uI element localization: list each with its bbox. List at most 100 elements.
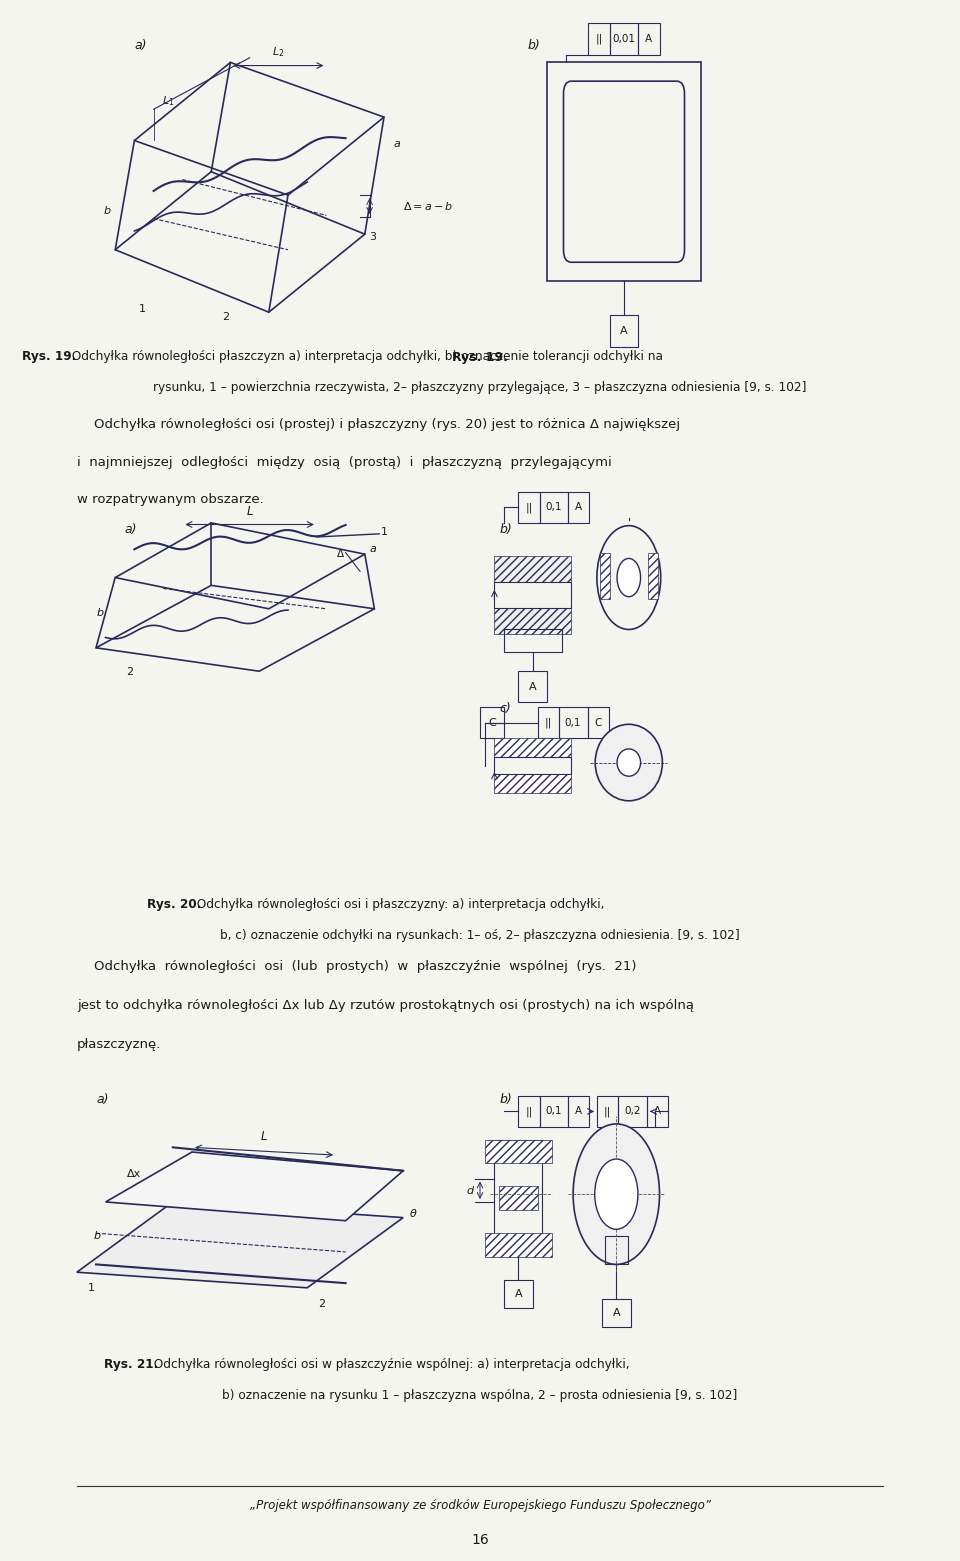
Text: 0,1: 0,1: [545, 1107, 563, 1116]
Text: $Δ = a - b$: $Δ = a - b$: [403, 200, 453, 212]
Bar: [647, 1096, 668, 1127]
Bar: [504, 1280, 533, 1308]
Bar: [638, 23, 660, 55]
Bar: [494, 757, 571, 774]
Polygon shape: [106, 1152, 403, 1221]
Text: b) oznaczenie na rysunku 1 – płaszczyzna wspólna, 2 – prosta odniesienia [9, s. : b) oznaczenie na rysunku 1 – płaszczyzna…: [223, 1389, 737, 1402]
Text: L: L: [247, 506, 252, 518]
Text: Δ: Δ: [337, 549, 344, 559]
Bar: [547, 62, 701, 281]
Text: ||: ||: [595, 34, 603, 44]
Text: Odchyłka równoległości osi (prostej) i płaszczyzny (rys. 20) jest to różnica Δ n: Odchyłka równoległości osi (prostej) i p…: [77, 418, 680, 431]
Text: 2: 2: [318, 1299, 325, 1308]
Text: 3: 3: [370, 233, 376, 242]
Bar: [597, 1096, 618, 1127]
Text: „Projekt współfinansowany ze środków Europejskiego Funduszu Społecznego”: „Projekt współfinansowany ze środków Eur…: [250, 1499, 710, 1511]
Bar: [494, 1140, 542, 1249]
Text: Odchyłka równoległości osi i płaszczyzny: a) interpretacja odchyłki,: Odchyłka równoległości osi i płaszczyzny…: [193, 898, 605, 910]
Ellipse shape: [595, 724, 662, 801]
Bar: [600, 553, 610, 599]
Text: w rozpatrywanym obszarze.: w rozpatrywanym obszarze.: [77, 493, 264, 506]
Text: Odchyłka równoległości płaszczyzn a) interpretacja odchyłki, b) oznaczenie toler: Odchyłka równoległości płaszczyzn a) int…: [68, 350, 663, 362]
Bar: [648, 553, 658, 599]
Bar: [618, 1096, 647, 1127]
Circle shape: [573, 1124, 660, 1264]
Text: a): a): [125, 523, 137, 535]
Text: Odchyłka równoległości osi w płaszczyźnie wspólnej: a) interpretacja odchyłki,: Odchyłka równoległości osi w płaszczyźni…: [151, 1358, 630, 1371]
Bar: [494, 738, 571, 757]
Text: b): b): [499, 523, 512, 535]
Bar: [499, 1186, 538, 1210]
Bar: [504, 629, 562, 652]
Text: A: A: [645, 34, 653, 44]
Bar: [480, 707, 504, 738]
Text: a: a: [394, 139, 400, 148]
Bar: [540, 492, 568, 523]
Text: 16: 16: [471, 1533, 489, 1547]
Bar: [485, 1233, 552, 1257]
Bar: [518, 492, 540, 523]
Bar: [494, 582, 571, 607]
Text: A: A: [515, 1289, 522, 1299]
Text: C: C: [488, 718, 496, 727]
Bar: [518, 1096, 540, 1127]
Text: rysunku, 1 – powierzchnia rzeczywista, 2– płaszczyzny przylegające, 3 – płaszczy: rysunku, 1 – powierzchnia rzeczywista, 2…: [154, 381, 806, 393]
Text: ||: ||: [525, 1107, 533, 1116]
Bar: [602, 1299, 631, 1327]
Bar: [568, 1096, 589, 1127]
Text: A: A: [575, 1107, 583, 1116]
Text: A: A: [620, 326, 628, 336]
Text: i  najmniejszej  odległości  między  osią  (prostą)  i  płaszczyzną  przylegając: i najmniejszej odległości między osią (p…: [77, 456, 612, 468]
Text: b): b): [528, 39, 540, 52]
Text: C: C: [594, 718, 602, 727]
Bar: [485, 1140, 552, 1163]
Text: ||: ||: [525, 503, 533, 512]
Bar: [559, 707, 588, 738]
Bar: [588, 23, 610, 55]
Bar: [540, 1096, 568, 1127]
Bar: [588, 707, 609, 738]
Text: $L_1$: $L_1$: [162, 95, 174, 108]
Text: b, c) oznaczenie odchyłki na rysunkach: 1– oś, 2– płaszczyzna odniesienia. [9, s: b, c) oznaczenie odchyłki na rysunkach: …: [220, 929, 740, 941]
Text: A: A: [654, 1107, 661, 1116]
Text: 0,2: 0,2: [624, 1107, 641, 1116]
Text: Rys. 19.: Rys. 19.: [22, 350, 77, 362]
Bar: [518, 671, 547, 702]
Text: Rys. 19.: Rys. 19.: [452, 351, 508, 364]
Text: b: b: [94, 1232, 101, 1241]
Text: płaszczyznę.: płaszczyznę.: [77, 1038, 161, 1051]
Text: ||: ||: [544, 718, 552, 727]
Text: Rys. 20.: Rys. 20.: [148, 898, 202, 910]
Text: A: A: [612, 1308, 620, 1317]
Polygon shape: [77, 1202, 403, 1288]
Bar: [494, 774, 571, 793]
Text: d: d: [467, 1186, 473, 1196]
Text: a): a): [96, 1093, 108, 1105]
Text: L: L: [261, 1130, 267, 1143]
Text: b: b: [97, 609, 104, 618]
Text: 1: 1: [381, 528, 388, 537]
Text: 0,01: 0,01: [612, 34, 636, 44]
Circle shape: [617, 559, 640, 596]
Text: a): a): [134, 39, 147, 52]
Text: A: A: [529, 682, 537, 692]
Text: 2: 2: [126, 667, 133, 676]
Text: 1: 1: [87, 1283, 95, 1293]
Bar: [494, 556, 571, 582]
Text: b: b: [104, 206, 110, 215]
Text: 2: 2: [222, 312, 229, 322]
Text: θ: θ: [409, 1210, 417, 1219]
Bar: [610, 23, 638, 55]
Bar: [494, 607, 571, 634]
Text: A: A: [575, 503, 583, 512]
Text: Rys. 21.: Rys. 21.: [105, 1358, 158, 1371]
Text: 0,1: 0,1: [564, 718, 582, 727]
Text: ||: ||: [604, 1107, 612, 1116]
Bar: [538, 707, 559, 738]
Bar: [605, 1236, 628, 1264]
Text: c): c): [499, 702, 511, 715]
Circle shape: [595, 1158, 638, 1230]
Bar: [610, 315, 638, 347]
Text: a: a: [370, 545, 376, 554]
Text: jest to odchyłka równoległości Δx lub Δy rzutów prostokątnych osi (prostych) na : jest to odchyłka równoległości Δx lub Δy…: [77, 999, 694, 1012]
